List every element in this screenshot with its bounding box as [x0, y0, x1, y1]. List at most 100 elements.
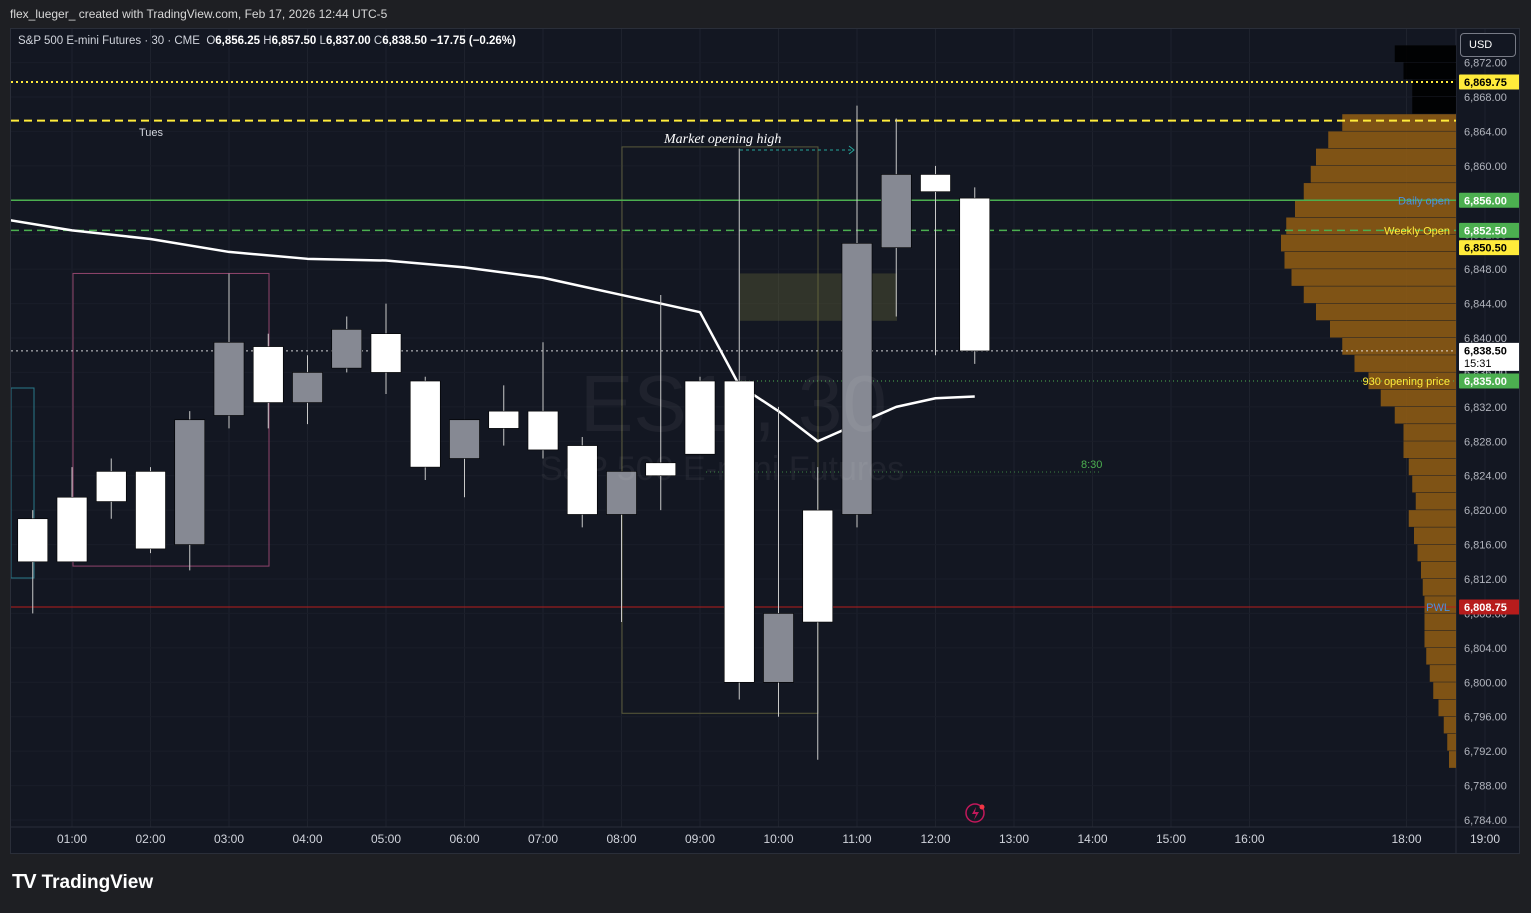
volume-profile-bar	[1295, 200, 1456, 217]
candle-bull	[409, 380, 441, 468]
price-badge-countdown: 15:31	[1464, 358, 1492, 370]
volume-profile-bar	[1354, 355, 1456, 372]
volume-profile-bar	[1415, 492, 1456, 510]
candle-bull	[135, 471, 166, 550]
volume-profile-bar	[1403, 424, 1456, 441]
time-tick-label: 15:00	[1156, 832, 1186, 846]
time-tick-label: 19:00	[1470, 832, 1500, 846]
volume-profile-bar	[1424, 596, 1456, 613]
legend-close-value: 6,838.50	[382, 35, 427, 47]
time-tick-label: 14:00	[1077, 832, 1107, 846]
price-chart[interactable]: 8:30 Market opening high Tues 6,872.00 6,868…	[11, 29, 1519, 853]
price-badge-value: 6,856.00	[1464, 195, 1507, 207]
price-tick-label: 6,800.00	[1464, 677, 1507, 689]
volume-profile-bar	[1424, 630, 1456, 648]
volume-profile-bar	[1443, 716, 1456, 734]
tradingview-wordmark: TradingView	[41, 871, 154, 893]
price-badge-value: 6,850.50	[1464, 243, 1507, 255]
time-tick-label: 10:00	[763, 832, 793, 846]
price-tick-label: 6,804.00	[1464, 643, 1507, 655]
volume-profile-bar	[1412, 475, 1456, 493]
legend-high-label: H	[263, 35, 272, 47]
price-badge	[1459, 599, 1519, 615]
price-badge-value: 6,808.75	[1464, 602, 1507, 614]
time-tick-label: 13:00	[999, 832, 1029, 846]
volume-profile-bar	[1368, 372, 1456, 390]
price-badge	[1459, 192, 1519, 208]
time-tick-label: 02:00	[135, 832, 165, 846]
candle-bull	[488, 410, 520, 429]
level-name-label: Weekly Open	[1384, 225, 1450, 237]
legend-low-label: L	[319, 35, 326, 47]
price-tick-label: 6,792.00	[1464, 746, 1507, 758]
price-tick-label: 6,784.00	[1464, 815, 1507, 827]
price-tick-label: 6,832.00	[1464, 402, 1507, 414]
candle-bear	[174, 419, 206, 545]
alert-circle-icon[interactable]	[965, 803, 985, 823]
candle-bull	[527, 410, 559, 451]
legend-high-value: 6,857.50	[271, 35, 317, 47]
volume-profile-bar	[1403, 62, 1456, 80]
legend-low-value: 6,837.00	[325, 35, 371, 47]
volume-profile-bar	[1417, 544, 1456, 562]
candle-bull	[56, 496, 88, 563]
time-tick-label: 16:00	[1234, 832, 1264, 846]
chart-frame: 8:30 Market opening high Tues 6,872.00 6,868…	[10, 28, 1520, 854]
volume-profile-bar	[1429, 665, 1456, 682]
volume-profile-bar	[1303, 183, 1456, 200]
candle-bull	[645, 462, 677, 477]
price-tick-label: 6,816.00	[1464, 540, 1507, 552]
volume-profile-bar	[1342, 114, 1456, 131]
level-name-label: 930 opening price	[1363, 376, 1450, 388]
price-badge-value: 6,852.50	[1464, 225, 1507, 237]
volume-profile-bar	[1403, 441, 1456, 458]
label-market-opening-high: Market opening high	[663, 132, 781, 147]
lightning-icon[interactable]	[972, 807, 979, 820]
price-tick-label: 6,840.00	[1464, 333, 1507, 345]
time-tick-label: 08:00	[606, 832, 636, 846]
candle-bull	[684, 380, 716, 455]
volume-profile-bar	[1330, 320, 1456, 338]
currency-button[interactable]: USD	[1460, 33, 1516, 57]
volume-profile-bar	[1408, 510, 1456, 527]
time-tick-label: 03:00	[214, 832, 244, 846]
arrow-head-icon	[848, 145, 855, 155]
volume-profile-bar	[1447, 733, 1456, 751]
ohlc-legend: S&P 500 E-mini Futures · 30 · CME O6,856…	[18, 35, 516, 47]
candle-bear	[606, 471, 637, 515]
price-tick-label: 6,796.00	[1464, 712, 1507, 724]
time-tick-label: 05:00	[371, 832, 401, 846]
candle-bear	[763, 613, 794, 683]
time-tick-label: 09:00	[685, 832, 715, 846]
time-tick-label: 06:00	[449, 832, 479, 846]
price-badge-value: 6,838.50	[1464, 345, 1507, 357]
legend-open-label: O	[206, 35, 216, 47]
candle-bear	[449, 419, 480, 459]
label-830: 8:30	[1081, 459, 1102, 471]
volume-profile-bar	[1291, 269, 1456, 286]
time-tick-label: 04:00	[292, 832, 322, 846]
price-badge-value: 6,835.00	[1464, 376, 1507, 388]
alert-dot-icon	[979, 804, 985, 810]
candle-bear	[880, 174, 912, 248]
volume-profile-bar	[1421, 561, 1456, 579]
legend-change: −17.75 (−0.26%)	[430, 35, 516, 47]
candle-bull	[95, 471, 127, 502]
candle-bull	[17, 518, 49, 563]
volume-profile-bar	[1414, 527, 1456, 545]
candle-bull	[802, 509, 834, 623]
chart-attribution: flex_lueger_ created with TradingView.co…	[10, 7, 388, 21]
range-box-olive	[621, 146, 819, 714]
time-tick-label: 11:00	[842, 832, 871, 846]
price-tick-label: 6,824.00	[1464, 471, 1507, 483]
volume-profile-bar	[1303, 286, 1456, 304]
tradingview-brand: TV TradingView	[12, 871, 153, 894]
level-name-label: Daily open	[1398, 195, 1450, 207]
price-badge	[1459, 342, 1519, 371]
volume-profile-bar	[1433, 682, 1456, 699]
legend-open-value: 6,856.25	[215, 35, 261, 47]
volume-profile-bar	[1438, 699, 1456, 717]
price-tick-label: 6,860.00	[1464, 161, 1507, 173]
level-name-label: PWL	[1426, 602, 1450, 614]
range-box-teal	[11, 387, 35, 579]
